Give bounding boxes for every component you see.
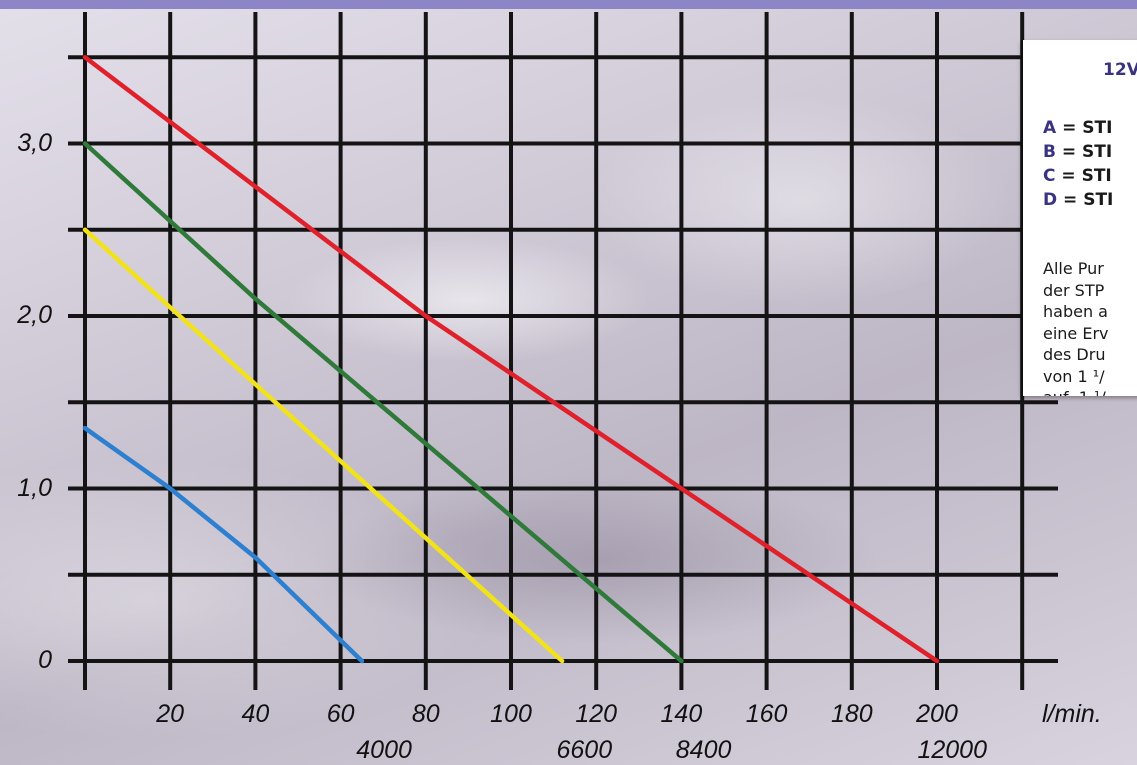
legend-entry-a: A = STI: [1043, 118, 1112, 138]
x-secondary-label: 8400: [675, 736, 732, 764]
x-axis-unit: l/min.: [1042, 700, 1102, 728]
legend-entry-c: C = STI: [1043, 166, 1112, 186]
legend-label: = STI: [1062, 118, 1113, 138]
legend-note-line: Alle Pur: [1043, 259, 1104, 278]
legend-note-line: auf 1 ¹/: [1043, 387, 1109, 396]
x-tick-label: 100: [490, 700, 532, 728]
x-tick-label: 20: [156, 700, 185, 728]
x-tick-label: 80: [411, 700, 440, 728]
x-secondary-label: 6600: [556, 736, 613, 764]
series-line-1: [82, 55, 940, 664]
top-border-bar: [0, 0, 1137, 9]
x-tick-label: 200: [916, 700, 958, 728]
series-line-3: [82, 227, 565, 664]
legend-note-line: eine Erv: [1043, 323, 1109, 343]
series-line-4: [82, 425, 365, 664]
x-tick-label: 40: [241, 700, 270, 728]
legend-label: = STI: [1063, 190, 1114, 210]
y-tick-label: 1,0: [17, 473, 52, 502]
y-tick-label: 0: [38, 646, 52, 674]
legend-note: Alle Pur der STP haben a eine Erv des Dru von…: [1043, 258, 1109, 396]
legend-key: A: [1043, 118, 1057, 138]
legend-note-line: haben a: [1043, 302, 1108, 321]
legend-key: D: [1043, 190, 1058, 210]
x-secondary-label: 12000: [917, 736, 987, 764]
legend-label: = STI: [1061, 166, 1112, 186]
series-line-2: [82, 141, 684, 664]
legend-entry-d: D = STI: [1043, 190, 1113, 210]
y-tick-label: 3,0: [17, 128, 52, 157]
legend-key: B: [1043, 142, 1056, 162]
y-tick-label: 2,0: [17, 301, 52, 329]
x-secondary-label: 4000: [356, 736, 412, 764]
legend-key: C: [1043, 166, 1056, 186]
legend-note-line: des Dru: [1043, 345, 1106, 364]
legend-panel: 12V A = STI B = STI C = STI D = STI Alle…: [1023, 40, 1137, 396]
x-tick-label: 140: [660, 700, 703, 728]
x-tick-label: 160: [745, 700, 788, 728]
legend-label: = STI: [1061, 142, 1113, 162]
x-tick-label: 60: [326, 700, 355, 728]
legend-entry-b: B = STI: [1043, 142, 1112, 162]
legend-note-line: der STP: [1043, 280, 1105, 300]
x-tick-label: 180: [830, 700, 873, 728]
legend-note-line: von 1 ¹/: [1043, 366, 1105, 386]
legend-title: 12V: [1103, 60, 1137, 80]
x-tick-label: 120: [575, 700, 618, 728]
